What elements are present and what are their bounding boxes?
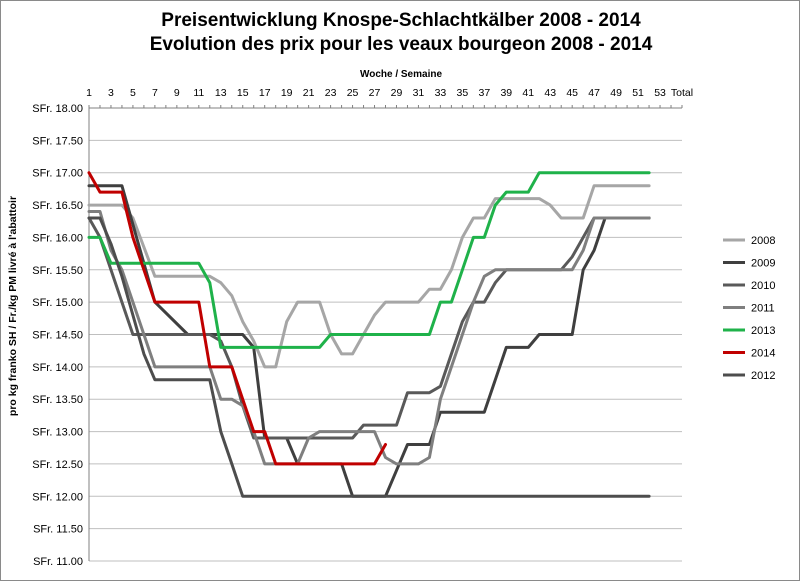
y-tick-label: SFr. 16.50 xyxy=(32,200,83,212)
series-line-2008 xyxy=(87,184,651,369)
x-tick-label: 27 xyxy=(369,87,381,99)
x-tick-label: Total xyxy=(671,87,693,99)
x-tick-label: 51 xyxy=(632,87,644,99)
x-tick-label: 13 xyxy=(215,87,227,99)
series-line-2009 xyxy=(87,184,651,498)
x-tick-label: 1 xyxy=(86,87,92,99)
y-tick-label: SFr. 17.00 xyxy=(32,168,83,180)
x-tick-label: 19 xyxy=(281,87,293,99)
x-tick-label: 5 xyxy=(130,87,136,99)
legend-label-2008: 2008 xyxy=(751,235,775,247)
legend-label-2009: 2009 xyxy=(751,258,775,270)
legend-label-2014: 2014 xyxy=(751,348,775,360)
y-tick-label: SFr. 17.50 xyxy=(32,135,83,147)
chart-subtitle: Evolution des prix pour les veaux bourge… xyxy=(149,34,653,55)
y-tick-label: SFr. 11.50 xyxy=(33,524,83,536)
legend-label-2010: 2010 xyxy=(751,280,775,292)
y-tick-label: SFr. 12.50 xyxy=(32,459,83,471)
y-tick-label: SFr. 15.50 xyxy=(32,265,83,277)
x-tick-label: 37 xyxy=(478,87,490,99)
y-tick-label: SFr. 18.00 xyxy=(32,103,83,115)
x-tick-label: 9 xyxy=(174,87,180,99)
x-tick-label: 29 xyxy=(391,87,403,99)
y-tick-label: SFr. 16.00 xyxy=(32,232,83,244)
chart-title: Preisentwicklung Knospe-Schlachtkälber 2… xyxy=(161,10,641,31)
x-tick-label: 15 xyxy=(237,87,249,99)
x-tick-label: 35 xyxy=(457,87,469,99)
y-tick-label: SFr. 14.50 xyxy=(32,330,83,342)
x-tick-label: 23 xyxy=(325,87,337,99)
y-tick-label: SFr. 13.50 xyxy=(32,394,83,406)
x-tick-label: 7 xyxy=(152,87,158,99)
legend-label-2013: 2013 xyxy=(751,325,775,337)
series-line-2010 xyxy=(87,216,651,440)
legend-label-2011: 2011 xyxy=(751,303,775,315)
x-tick-label: 53 xyxy=(654,87,666,99)
x-tick-label: 25 xyxy=(347,87,359,99)
y-tick-label: SFr. 11.00 xyxy=(33,556,83,568)
x-tick-label: 49 xyxy=(610,87,622,99)
series-line-2012 xyxy=(87,216,651,498)
x-tick-label: 31 xyxy=(413,87,425,99)
legend-label-2012: 2012 xyxy=(751,370,775,382)
x-tick-label: 33 xyxy=(435,87,447,99)
x-tick-label: 11 xyxy=(193,87,204,99)
series-line-2011 xyxy=(87,210,651,466)
y-tick-label: SFr. 13.00 xyxy=(32,427,83,439)
x-tick-label: 43 xyxy=(544,87,556,99)
x-tick-label: 41 xyxy=(522,87,534,99)
x-tick-label: 21 xyxy=(303,87,315,99)
x-tick-label: 45 xyxy=(566,87,578,99)
x-axis-label: Woche / Semaine xyxy=(359,69,443,80)
x-tick-label: 17 xyxy=(259,87,271,99)
x-tick-label: 3 xyxy=(108,87,114,99)
series-line-2014 xyxy=(87,171,387,466)
y-tick-label: SFr. 15.00 xyxy=(32,297,83,309)
x-tick-label: 39 xyxy=(500,87,512,99)
y-tick-label: SFr. 14.00 xyxy=(32,362,83,374)
y-tick-label: SFr. 12.00 xyxy=(32,491,83,503)
series-line-2013 xyxy=(87,171,651,349)
x-tick-label: 47 xyxy=(588,87,600,99)
